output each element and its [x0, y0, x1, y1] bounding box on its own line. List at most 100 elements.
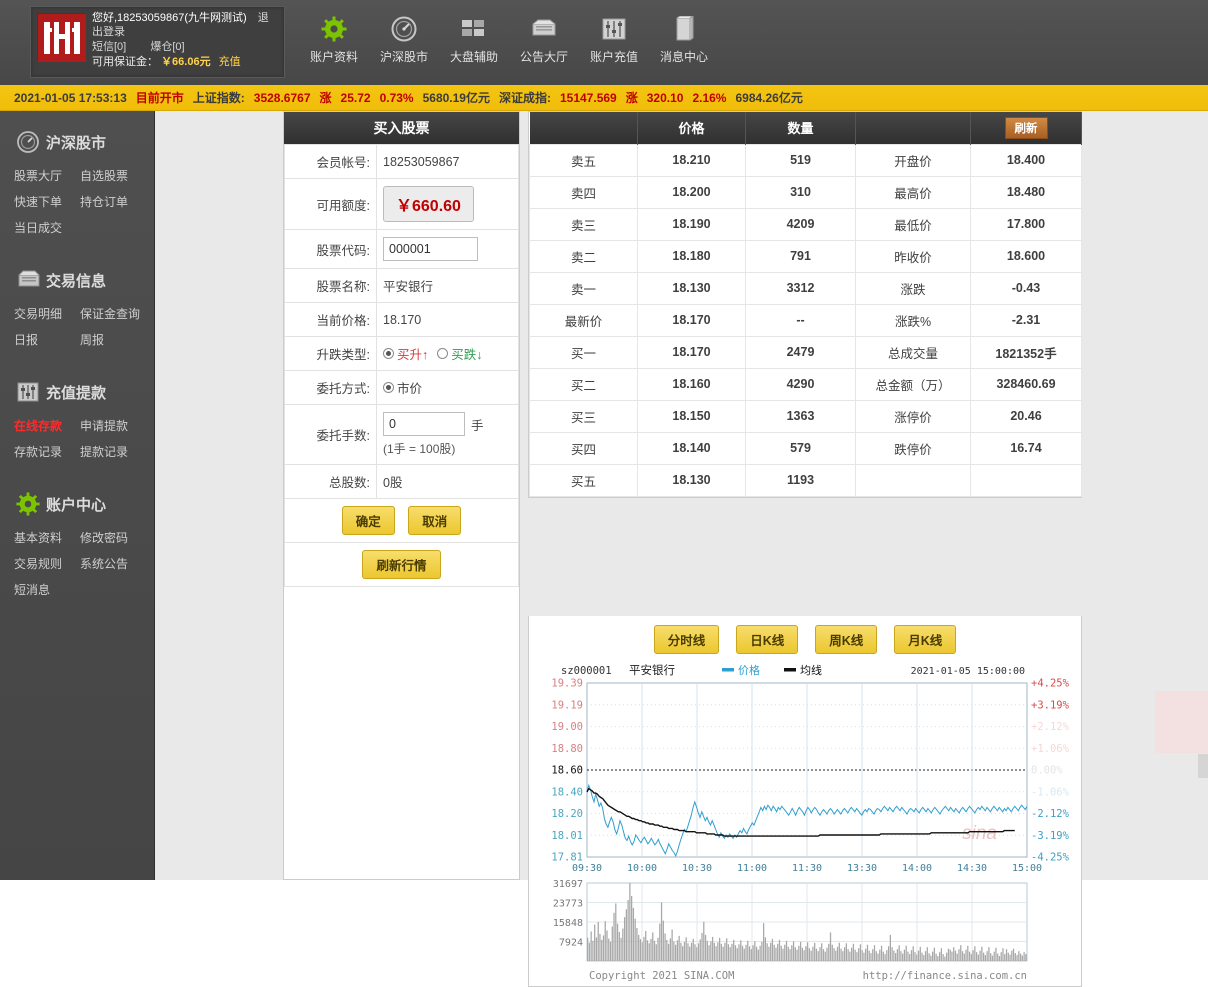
sidebar-group-header: 沪深股市 [0, 125, 154, 159]
tab-monthly-k[interactable]: 月K线 [894, 625, 957, 654]
table-row: 卖二 18.180 791 昨收价 18.600 [529, 239, 1082, 273]
svg-text:-2.12%: -2.12% [1031, 808, 1070, 820]
sidebar-group-trade-info: 交易信息 交易明细 保证金查询 日报 周报 [0, 263, 154, 353]
sidebar-item-watchlist[interactable]: 自选股票 [80, 169, 129, 183]
form-row-direction: 升跌类型: 买升↑ 买跌↓ [284, 336, 519, 371]
balance-cell: ￥660.60 [376, 178, 519, 230]
stat-label: 涨跌% [855, 303, 971, 337]
refresh-quote-button[interactable]: 刷新行情 [362, 550, 441, 579]
table-row: 买四 18.140 579 跌停价 16.74 [529, 431, 1082, 465]
svg-text:-4.25%: -4.25% [1031, 852, 1070, 864]
sidebar-item-daily-report[interactable]: 日报 [14, 333, 39, 347]
buy-down-label[interactable]: 买跌↓ [451, 348, 483, 362]
radio-market-price[interactable] [383, 382, 394, 393]
entrust-cell: 市价 [376, 370, 519, 405]
topnav-item-board-assist[interactable]: 大盘辅助 [439, 8, 509, 65]
table-row: 卖五 18.210 519 开盘价 18.400 [529, 143, 1082, 177]
topnav-item-market[interactable]: 沪深股市 [369, 8, 439, 65]
topnav-item-messages[interactable]: 消息中心 [649, 8, 719, 65]
form-row-name: 股票名称: 平安银行 [284, 268, 519, 303]
table-row: 卖三 18.190 4209 最低价 17.800 [529, 207, 1082, 241]
quote-header-price: 价格 [637, 112, 746, 144]
tab-daily-k[interactable]: 日K线 [736, 625, 799, 654]
quote-panel: 价格 数量 刷新 卖五 18.210 519 开盘价 18.400 卖四 1 [528, 111, 1082, 498]
sidebar-item-weekly-report[interactable]: 周报 [80, 333, 105, 347]
sidebar-item-short-message[interactable]: 短消息 [14, 583, 51, 597]
ticker-sz-change-word: 涨 [625, 91, 638, 105]
quote-level-price: 18.160 [637, 367, 746, 401]
quote-header-blank1 [529, 112, 638, 144]
sidebar-item-apply-withdraw[interactable]: 申请提款 [80, 419, 129, 433]
svg-text:18.20: 18.20 [551, 808, 583, 820]
radio-buy-down[interactable] [437, 348, 449, 359]
sidebar-item-today-trades[interactable]: 当日成交 [14, 221, 63, 235]
refresh-button[interactable]: 刷新 [1004, 116, 1048, 139]
quote-table: 价格 数量 刷新 卖五 18.210 519 开盘价 18.400 卖四 1 [529, 112, 1082, 497]
svg-text:+4.25%: +4.25% [1031, 678, 1070, 690]
topnav-item-account-info[interactable]: 账户资料 [299, 8, 369, 65]
topnav-item-announcements[interactable]: 公告大厅 [509, 8, 579, 65]
sidebar-item-stock-hall[interactable]: 股票大厅 [14, 169, 63, 183]
margin-value: ￥66.06元 [161, 56, 211, 68]
quote-level-qty: 4209 [745, 207, 856, 241]
ticker-sz-percent: 2.16% [692, 90, 727, 105]
table-row: 买五 18.130 1193 [529, 463, 1082, 497]
top-nav: 账户资料 沪深股市 大盘辅助 [299, 8, 719, 65]
form-row-actions: 确定 取消 [284, 498, 519, 543]
sidebar-item-quick-order[interactable]: 快速下单 [14, 195, 63, 209]
stock-code-input[interactable] [383, 237, 478, 261]
blowup-link[interactable]: 爆仓[0] [150, 41, 185, 53]
lots-label: 委托手数: [284, 404, 377, 465]
sidebar-item-trade-details[interactable]: 交易明细 [14, 307, 63, 321]
svg-text:10:00: 10:00 [627, 863, 657, 874]
svg-text:-1.06%: -1.06% [1031, 786, 1070, 798]
cancel-button[interactable]: 取消 [408, 506, 462, 535]
quote-level-qty: 4290 [745, 367, 856, 401]
topnav-item-recharge[interactable]: 账户充值 [579, 8, 649, 65]
form-row-price: 当前价格: 18.170 [284, 302, 519, 337]
sidebar-item-trade-rules[interactable]: 交易规则 [14, 557, 63, 571]
sidebar-item-basic-info[interactable]: 基本资料 [14, 531, 63, 545]
sidebar-item-withdraw-records[interactable]: 提款记录 [80, 445, 129, 459]
sidebar-item-deposit-records[interactable]: 存款记录 [14, 445, 63, 459]
svg-text:7924: 7924 [559, 938, 583, 949]
recharge-link[interactable]: 充值 [218, 56, 241, 68]
sidebar-item-positions[interactable]: 持仓订单 [80, 195, 129, 209]
svg-text:18.01: 18.01 [551, 830, 583, 842]
price-label: 当前价格: [284, 302, 377, 337]
buy-up-label[interactable]: 买升↑ [397, 348, 429, 362]
radio-buy-up[interactable] [383, 348, 394, 359]
svg-text:+2.12%: +2.12% [1031, 721, 1070, 733]
sms-link[interactable]: 短信[0] [92, 41, 127, 53]
lots-input[interactable] [383, 412, 465, 436]
quote-level-qty: 579 [745, 431, 856, 465]
svg-text:15848: 15848 [553, 918, 583, 929]
market-price-label[interactable]: 市价 [397, 382, 423, 396]
sidebar-group-title: 账户中心 [46, 496, 107, 514]
tab-intraday[interactable]: 分时线 [653, 625, 720, 654]
direction-label: 升跌类型: [284, 336, 377, 371]
sidebar-item-change-password[interactable]: 修改密码 [80, 531, 129, 545]
sidebar-group-market: 沪深股市 股票大厅 自选股票 快速下单 持仓订单 当日成交 [0, 125, 154, 241]
gear-icon [299, 8, 369, 50]
sliders-icon [579, 8, 649, 50]
quote-level-price: 18.130 [637, 463, 746, 497]
lots-unit: 手 [471, 418, 484, 433]
account-summary-box: 您好,18253059867(九牛网测试) 退出登录 短信[0] 爆仓[0] 可… [30, 6, 285, 78]
confirm-button[interactable]: 确定 [341, 506, 395, 535]
table-row: 买一 18.170 2479 总成交量 1821352手 [529, 335, 1082, 369]
stat-value: -2.31 [970, 303, 1082, 337]
sidebar: 沪深股市 股票大厅 自选股票 快速下单 持仓订单 当日成交 [0, 111, 155, 880]
svg-text:+1.06%: +1.06% [1031, 743, 1070, 755]
quote-latest-qty: -- [745, 303, 856, 337]
sidebar-group-header: 交易信息 [0, 263, 154, 297]
tab-weekly-k[interactable]: 周K线 [815, 625, 878, 654]
ticker-sh-label: 上证指数: [192, 91, 245, 105]
sidebar-item-online-deposit[interactable]: 在线存款 [14, 419, 63, 433]
sidebar-item-system-notice[interactable]: 系统公告 [80, 557, 129, 571]
table-row: 买三 18.150 1363 涨停价 20.46 [529, 399, 1082, 433]
logout-link[interactable]: 退出登录 [92, 12, 269, 38]
sidebar-item-margin-query[interactable]: 保证金查询 [80, 307, 141, 321]
quote-level-price: 18.130 [637, 271, 746, 305]
page-body: 沪深股市 股票大厅 自选股票 快速下单 持仓订单 当日成交 [0, 111, 1208, 987]
